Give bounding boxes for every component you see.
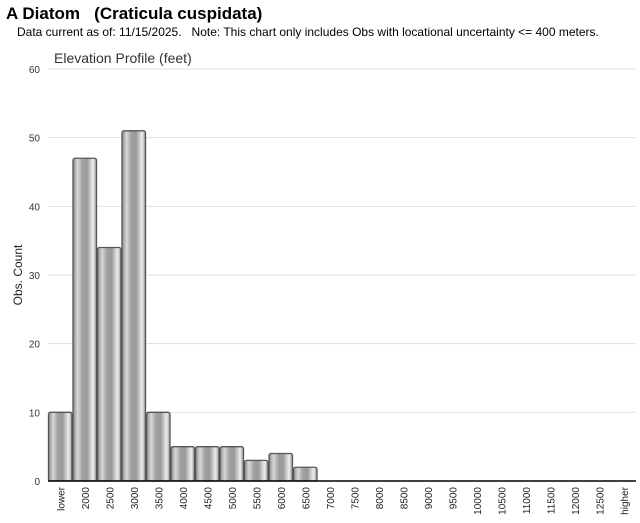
x-tick-label: 11000 [522, 487, 533, 515]
x-tick-label: 7500 [350, 487, 361, 510]
x-tick-label: 10500 [497, 487, 508, 515]
bar [145, 411, 171, 482]
x-tick-label: 8500 [399, 487, 410, 510]
y-tick-label: 0 [34, 477, 40, 488]
page-title: A Diatom (Craticula cuspidata) [6, 4, 263, 23]
x-tick-label: 12000 [571, 487, 582, 515]
y-axis-label: Obs. Count [11, 244, 25, 305]
x-tick-label: 3500 [154, 487, 165, 510]
x-tick-label: 6000 [277, 487, 288, 510]
bar [72, 157, 98, 482]
x-tick-label: 5500 [252, 487, 263, 510]
x-tick-label: 9000 [424, 487, 435, 510]
bar [121, 130, 147, 482]
y-tick-label: 10 [29, 408, 41, 419]
x-tick-label: 2000 [81, 487, 92, 510]
x-tick-label: 5000 [228, 487, 239, 510]
y-tick-label: 60 [29, 65, 41, 76]
x-tick-label: 8000 [375, 487, 386, 510]
bar [47, 411, 73, 482]
x-tick-label: lower [56, 486, 67, 511]
x-tick-label: higher [620, 486, 631, 514]
x-tick-label: 9500 [448, 487, 459, 510]
x-tick-label: 7000 [326, 487, 337, 510]
data-note: Data current as of: 11/15/2025. Note: Th… [17, 25, 599, 39]
y-tick-label: 20 [29, 340, 41, 351]
x-tick-label: 11500 [546, 487, 557, 515]
x-tick-label: 10000 [473, 487, 484, 515]
bar [268, 452, 294, 482]
bar [96, 246, 122, 482]
x-tick-label: 4500 [203, 487, 214, 510]
bar [194, 446, 220, 482]
bar [292, 466, 318, 482]
bar [170, 446, 196, 482]
y-tick-label: 30 [29, 271, 41, 282]
x-tick-label: 12500 [595, 487, 606, 515]
chart-title: Elevation Profile (feet) [54, 50, 192, 66]
bar [243, 459, 269, 482]
x-tick-label: 6500 [301, 487, 312, 510]
x-tick-label: 2500 [105, 487, 116, 510]
x-tick-label: 4000 [179, 487, 190, 510]
bar [219, 446, 245, 482]
y-tick-label: 50 [29, 134, 41, 145]
x-tick-label: 3000 [130, 487, 141, 510]
y-tick-label: 40 [29, 202, 41, 213]
